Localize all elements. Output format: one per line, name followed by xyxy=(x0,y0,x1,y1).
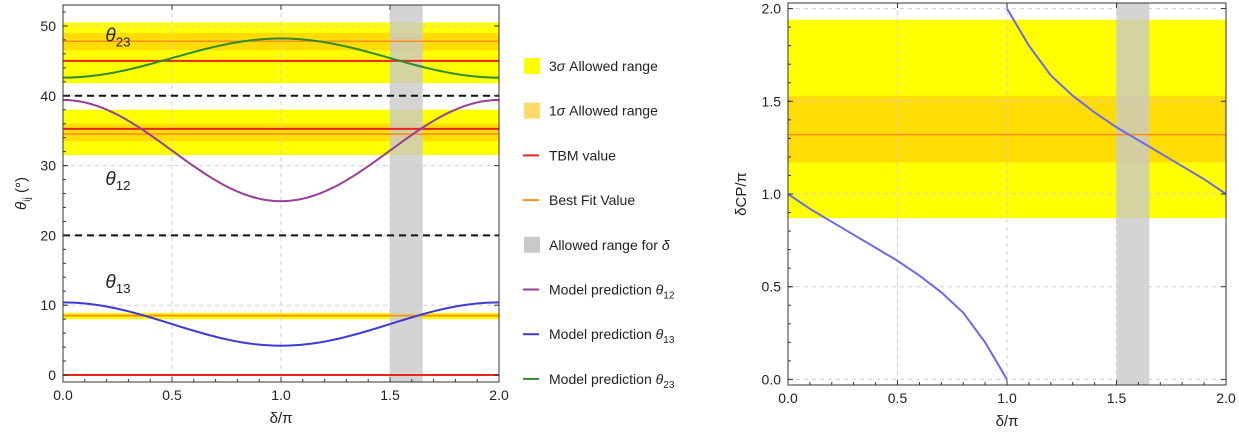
x-tick-label: 0.0 xyxy=(53,387,73,403)
legend-label: TBM value xyxy=(549,147,616,163)
y-tick-label: 30 xyxy=(40,158,56,174)
plot-area xyxy=(788,3,1226,385)
legend-label: Model prediction θ13 xyxy=(549,326,675,346)
legend-label: 3σ Allowed range xyxy=(549,58,658,74)
legend: 3σ Allowed range 1σ Allowed range TBM valu… xyxy=(523,58,675,391)
y-tick-label: 1.5 xyxy=(762,93,782,109)
x-tick-label: 0.5 xyxy=(888,390,908,406)
plot-area: θ23 θ12 θ13 xyxy=(63,5,499,382)
x-axis-label: δ/π xyxy=(996,413,1019,430)
y-tick-label: 2.0 xyxy=(762,1,782,17)
sigma3-legend-swatch xyxy=(524,58,540,74)
legend-item: Model prediction θ12 xyxy=(523,282,675,302)
delta-allowed-range-band xyxy=(1116,3,1150,385)
y-tick-label: 0 xyxy=(48,367,56,383)
legend-label: 1σ Allowed range xyxy=(549,103,658,119)
x-tick-label: 0.5 xyxy=(162,387,182,403)
legend-item: Best Fit Value xyxy=(523,192,635,208)
annotation-theta13: θ13 xyxy=(105,272,130,296)
legend-item: Model prediction θ13 xyxy=(523,326,675,346)
left-chart: θ23 θ12 θ13 0.0 0.5 1.0 1.5 2.0 0 10 20 30 40 50 δ/π θi… xyxy=(13,4,509,427)
y-tick-label: 50 xyxy=(40,18,56,34)
delta_band-legend-swatch xyxy=(524,236,540,253)
legend-item: 1σ Allowed range xyxy=(524,102,658,119)
y-axis-label: δCP/π xyxy=(733,172,750,216)
x-tick-label: 2.0 xyxy=(1216,390,1236,406)
legend-label: Best Fit Value xyxy=(549,192,635,208)
legend-label: Model prediction θ12 xyxy=(549,282,675,302)
model-prediction-theta12-curve xyxy=(63,98,499,203)
sigma1-legend-swatch xyxy=(524,102,540,119)
y-tick-label: 0.0 xyxy=(762,371,782,387)
legend-item: Model prediction θ23 xyxy=(523,371,675,391)
right-chart: 0.0 0.5 1.0 1.5 2.0 0.0 0.5 1.0 1.5 2.0 δ/π δCP/π xyxy=(733,1,1236,430)
prediction-curve-1 xyxy=(788,193,1008,380)
model-prediction-theta23-curve xyxy=(63,37,499,79)
x-tick-label: 0.0 xyxy=(778,390,798,406)
model-prediction-theta13-curve xyxy=(63,301,499,347)
y-tick-label: 20 xyxy=(40,227,56,243)
prediction-curve-2 xyxy=(1006,8,1226,195)
x-tick-label: 1.0 xyxy=(997,390,1017,406)
legend-label: Allowed range for δ xyxy=(549,237,670,253)
annotation-theta23: θ23 xyxy=(105,25,130,49)
x-axis-label: δ/π xyxy=(270,410,293,427)
x-tick-label: 1.5 xyxy=(380,387,400,403)
sigma1-band xyxy=(788,95,1226,163)
legend-item: 3σ Allowed range xyxy=(524,58,658,74)
legend-item: Allowed range for δ xyxy=(524,236,670,253)
y-axis-label: θij (°) xyxy=(13,177,33,210)
x-tick-label: 2.0 xyxy=(489,387,509,403)
y-tick-label: 40 xyxy=(40,88,56,104)
legend-item: TBM value xyxy=(523,147,616,163)
y-tick-label: 0.5 xyxy=(762,279,782,295)
y-tick-label: 10 xyxy=(40,297,56,313)
y-tick-label: 1.0 xyxy=(762,186,782,202)
legend-label: Model prediction θ23 xyxy=(549,371,675,391)
annotation-theta12: θ12 xyxy=(105,169,130,193)
x-tick-label: 1.5 xyxy=(1107,390,1127,406)
x-tick-label: 1.0 xyxy=(271,387,291,403)
